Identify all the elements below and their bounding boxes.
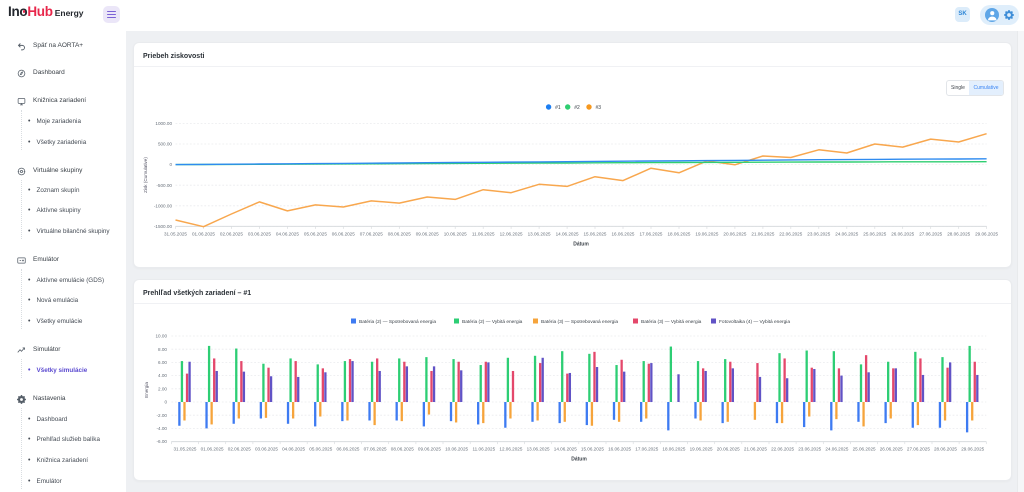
svg-text:28.06.2025: 28.06.2025 [947, 231, 970, 236]
svg-text:13.06.2025: 13.06.2025 [528, 231, 551, 236]
svg-text:21.06.2025: 21.06.2025 [751, 231, 774, 236]
svg-text:500.00: 500.00 [158, 142, 172, 147]
svg-text:18.06.2025: 18.06.2025 [668, 231, 691, 236]
svg-text:Batéria (3) — Vybitá energia: Batéria (3) — Vybitá energia [641, 319, 702, 325]
svg-text:Fotovoltaika (4) — Vybitá ener: Fotovoltaika (4) — Vybitá energia [719, 319, 790, 325]
svg-text:10.06.2025: 10.06.2025 [444, 231, 467, 236]
svg-text:27.06.2025: 27.06.2025 [907, 447, 930, 452]
svg-text:09.06.2025: 09.06.2025 [416, 231, 439, 236]
svg-text:24.06.2025: 24.06.2025 [835, 231, 858, 236]
svg-text:0: 0 [169, 162, 172, 167]
svg-text:03.06.2025: 03.06.2025 [255, 447, 278, 452]
svg-text:29.06.2025: 29.06.2025 [975, 231, 998, 236]
svg-text:Batéria (3) — Spotrebovaná ene: Batéria (3) — Spotrebovaná energia [541, 319, 618, 325]
svg-text:Dátum: Dátum [571, 457, 587, 463]
svg-text:15.06.2025: 15.06.2025 [584, 231, 607, 236]
svg-text:10.00: 10.00 [156, 334, 168, 339]
svg-text:#2: #2 [574, 105, 580, 111]
svg-text:6.00: 6.00 [158, 360, 167, 365]
svg-text:31.05.2025: 31.05.2025 [174, 447, 197, 452]
svg-text:05.06.2025: 05.06.2025 [304, 231, 327, 236]
svg-text:13.06.2025: 13.06.2025 [527, 447, 550, 452]
svg-text:03.06.2025: 03.06.2025 [248, 231, 271, 236]
svg-text:20.06.2025: 20.06.2025 [723, 231, 746, 236]
svg-text:4.00: 4.00 [158, 373, 167, 378]
svg-text:8.00: 8.00 [158, 347, 167, 352]
svg-text:-1500.00: -1500.00 [154, 224, 173, 229]
svg-text:21.06.2025: 21.06.2025 [744, 447, 767, 452]
svg-text:20.06.2025: 20.06.2025 [717, 447, 740, 452]
svg-text:04.06.2025: 04.06.2025 [282, 447, 305, 452]
svg-text:23.06.2025: 23.06.2025 [798, 447, 821, 452]
svg-text:31.05.2025: 31.05.2025 [164, 231, 187, 236]
svg-text:0: 0 [164, 400, 167, 405]
svg-text:08.06.2025: 08.06.2025 [388, 231, 411, 236]
svg-text:17.06.2025: 17.06.2025 [635, 447, 658, 452]
svg-text:-2.00: -2.00 [157, 413, 168, 418]
svg-text:08.06.2025: 08.06.2025 [391, 447, 414, 452]
svg-text:02.06.2025: 02.06.2025 [220, 231, 243, 236]
svg-text:05.06.2025: 05.06.2025 [309, 447, 332, 452]
svg-text:19.06.2025: 19.06.2025 [690, 447, 713, 452]
svg-text:11.06.2025: 11.06.2025 [472, 231, 495, 236]
svg-text:07.06.2025: 07.06.2025 [360, 231, 383, 236]
svg-text:1000.00: 1000.00 [155, 121, 172, 126]
svg-text:24.06.2025: 24.06.2025 [825, 447, 848, 452]
svg-text:28.06.2025: 28.06.2025 [934, 447, 957, 452]
svg-text:22.06.2025: 22.06.2025 [771, 447, 794, 452]
svg-text:12.06.2025: 12.06.2025 [499, 447, 522, 452]
svg-text:23.06.2025: 23.06.2025 [807, 231, 830, 236]
svg-text:06.06.2025: 06.06.2025 [337, 447, 360, 452]
svg-text:26.06.2025: 26.06.2025 [880, 447, 903, 452]
svg-text:06.06.2025: 06.06.2025 [332, 231, 355, 236]
svg-text:26.06.2025: 26.06.2025 [891, 231, 914, 236]
svg-text:Batéria (2) — Vybitá energia: Batéria (2) — Vybitá energia [462, 319, 523, 325]
svg-text:16.06.2025: 16.06.2025 [612, 231, 635, 236]
svg-text:07.06.2025: 07.06.2025 [364, 447, 387, 452]
svg-text:02.06.2025: 02.06.2025 [228, 447, 251, 452]
svg-text:01.06.2025: 01.06.2025 [192, 231, 215, 236]
svg-text:-6.00: -6.00 [157, 439, 168, 444]
svg-text:15.06.2025: 15.06.2025 [581, 447, 604, 452]
svg-text:18.06.2025: 18.06.2025 [662, 447, 685, 452]
svg-text:25.06.2025: 25.06.2025 [853, 447, 876, 452]
svg-text:25.06.2025: 25.06.2025 [863, 231, 886, 236]
svg-text:22.06.2025: 22.06.2025 [779, 231, 802, 236]
svg-text:01.06.2025: 01.06.2025 [201, 447, 224, 452]
svg-text:04.06.2025: 04.06.2025 [276, 231, 299, 236]
svg-text:Zisk (Cumulative): Zisk (Cumulative) [143, 157, 148, 193]
svg-text:-1000.00: -1000.00 [154, 203, 173, 208]
svg-text:-500.00: -500.00 [156, 183, 172, 188]
svg-text:Batéria (2) — Spotrebovaná ene: Batéria (2) — Spotrebovaná energia [359, 319, 436, 325]
svg-text:Dátum: Dátum [573, 241, 589, 247]
svg-text:#3: #3 [596, 105, 602, 111]
svg-text:10.06.2025: 10.06.2025 [445, 447, 468, 452]
svg-text:11.06.2025: 11.06.2025 [472, 447, 495, 452]
svg-text:2.00: 2.00 [158, 386, 167, 391]
svg-text:-4.00: -4.00 [157, 426, 168, 431]
svg-text:19.06.2025: 19.06.2025 [695, 231, 718, 236]
svg-text:Energia: Energia [144, 382, 149, 398]
svg-text:#1: #1 [555, 105, 561, 111]
svg-text:12.06.2025: 12.06.2025 [500, 231, 523, 236]
svg-text:29.06.2025: 29.06.2025 [961, 447, 984, 452]
svg-text:14.06.2025: 14.06.2025 [554, 447, 577, 452]
svg-text:17.06.2025: 17.06.2025 [640, 231, 663, 236]
svg-text:09.06.2025: 09.06.2025 [418, 447, 441, 452]
svg-text:16.06.2025: 16.06.2025 [608, 447, 631, 452]
svg-text:27.06.2025: 27.06.2025 [919, 231, 942, 236]
svg-text:14.06.2025: 14.06.2025 [556, 231, 579, 236]
